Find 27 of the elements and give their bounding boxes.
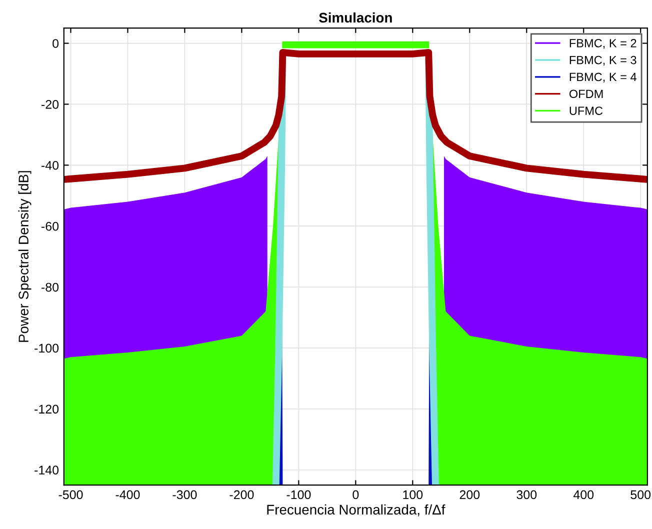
chart-title: Simulacion [319, 12, 392, 23]
y-tick-label: -40 [42, 160, 59, 170]
x-tick-label: 200 [460, 490, 480, 500]
x-tick-label: 300 [516, 490, 537, 500]
x-tick-label: -200 [230, 490, 254, 500]
x-tick-label: -400 [116, 490, 140, 500]
x-tick-label: -300 [172, 490, 197, 500]
y-tick-label: -140 [34, 466, 59, 475]
y-tick-label: -60 [42, 222, 59, 231]
y-tick-label: -100 [34, 344, 59, 353]
legend-label: UFMC [570, 106, 603, 115]
x-axis-title: Frecuencia Normalizada, f/Δf [267, 504, 446, 516]
y-tick-label: -80 [42, 282, 59, 292]
x-tick-label: 400 [573, 490, 594, 500]
legend-label: FBMC, K = 3 [570, 56, 636, 66]
legend-label: FBMC, K = 4 [570, 72, 636, 83]
legend-label: OFDM [569, 90, 603, 98]
y-tick-label: -120 [34, 404, 59, 414]
x-tick-label: -500 [58, 490, 83, 500]
x-tick-label: 100 [403, 490, 423, 500]
legend-label: FBMC, K = 2 [570, 38, 636, 49]
x-tick-label: 0 [352, 490, 359, 500]
y-axis-title: Power Spectral Density [dB] [18, 171, 32, 342]
y-tick-label: 0 [52, 39, 59, 48]
x-tick-label: 500 [630, 490, 651, 500]
y-tick-label: -20 [42, 100, 59, 109]
x-tick-label: -100 [286, 490, 311, 500]
